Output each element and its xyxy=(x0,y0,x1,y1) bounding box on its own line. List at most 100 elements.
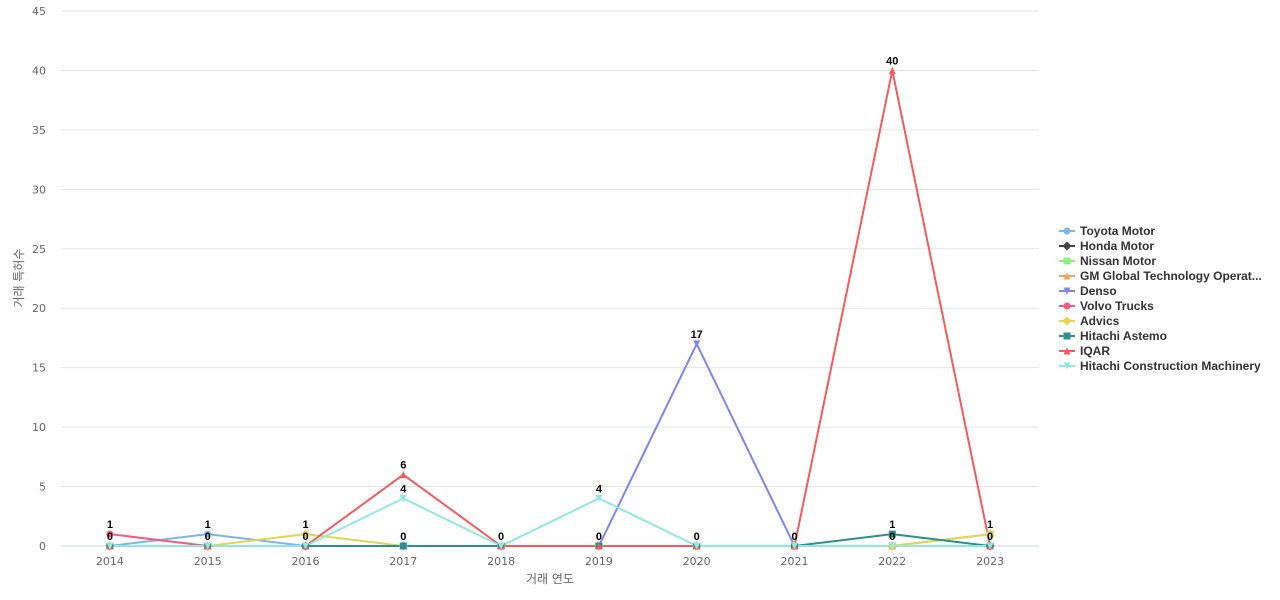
x-tick-label: 2016 xyxy=(292,555,320,568)
data-point xyxy=(791,542,798,550)
data-label: 0 xyxy=(400,531,406,543)
data-point xyxy=(106,530,114,538)
data-label: 1 xyxy=(107,519,113,531)
y-axis: 0 5 10 15 20 25 30 35 40 45 xyxy=(32,5,46,553)
legend-item[interactable]: Honda Motor xyxy=(1059,239,1154,253)
legend-label: Advics xyxy=(1080,314,1120,328)
series-line-4 xyxy=(108,342,992,547)
x-axis-title: 거래 연도 xyxy=(526,572,574,586)
data-label: 1 xyxy=(302,519,308,531)
x-tick-label: 2017 xyxy=(389,555,417,568)
legend-marker xyxy=(1063,302,1071,310)
legend-item[interactable]: GM Global Technology Operat... xyxy=(1059,269,1262,283)
data-label: 1 xyxy=(889,519,895,531)
legend-label: Toyota Motor xyxy=(1080,224,1155,238)
data-point xyxy=(204,542,212,550)
legend-label: IQAR xyxy=(1080,344,1110,358)
series-line-0 xyxy=(108,533,992,547)
data-point xyxy=(888,542,896,550)
legend-item[interactable]: Volvo Trucks xyxy=(1059,299,1154,313)
x-tick-label: 2015 xyxy=(194,555,222,568)
legend-marker xyxy=(1063,287,1071,295)
data-point xyxy=(399,471,407,479)
y-tick-label: 15 xyxy=(32,362,46,375)
legend-marker xyxy=(1062,241,1072,251)
series-line-5 xyxy=(108,533,992,547)
y-tick-label: 40 xyxy=(32,64,46,77)
legend-item[interactable]: Nissan Motor xyxy=(1059,254,1156,268)
legend-marker xyxy=(1063,272,1071,280)
y-tick-label: 25 xyxy=(32,243,46,256)
series-markers xyxy=(105,66,995,551)
data-point xyxy=(302,542,309,550)
legend-item[interactable]: Advics xyxy=(1059,314,1120,328)
y-tick-label: 0 xyxy=(39,540,46,553)
x-tick-label: 2019 xyxy=(585,555,613,568)
data-point xyxy=(106,542,114,550)
data-label: 0 xyxy=(205,531,211,543)
legend-item[interactable]: IQAR xyxy=(1059,344,1110,358)
legend-label: Honda Motor xyxy=(1080,239,1154,253)
legend-marker xyxy=(1063,347,1071,355)
data-label: 0 xyxy=(987,531,993,543)
data-point xyxy=(985,529,995,539)
legend-label: Volvo Trucks xyxy=(1080,299,1154,313)
legend-label: Nissan Motor xyxy=(1080,254,1156,268)
legend-label: GM Global Technology Operat... xyxy=(1080,269,1262,283)
data-point xyxy=(888,66,896,74)
series-line-2 xyxy=(108,533,992,547)
y-tick-label: 5 xyxy=(39,481,46,494)
y-tick-label: 10 xyxy=(32,421,46,434)
x-tick-label: 2023 xyxy=(976,555,1004,568)
y-tick-label: 45 xyxy=(32,5,46,18)
legend-marker xyxy=(1063,362,1071,370)
legend-marker xyxy=(1063,257,1071,265)
legend-item[interactable]: Denso xyxy=(1059,284,1117,298)
legend-label: Hitachi Construction Machinery xyxy=(1080,359,1261,373)
legend-item[interactable]: Hitachi Construction Machinery xyxy=(1059,359,1261,373)
data-label: 40 xyxy=(886,55,898,67)
data-point xyxy=(497,542,505,550)
x-tick-label: 2014 xyxy=(96,555,124,568)
data-point xyxy=(301,529,310,539)
y-axis-title: 거래 특허수 xyxy=(12,248,26,307)
x-tick-label: 2021 xyxy=(781,555,809,568)
legend-marker xyxy=(1063,332,1071,340)
data-label: 0 xyxy=(596,531,602,543)
data-point xyxy=(986,542,994,550)
data-label: 4 xyxy=(596,483,603,495)
data-label: 0 xyxy=(498,531,504,543)
data-label: 0 xyxy=(694,531,700,543)
data-label: 1 xyxy=(987,519,993,531)
data-label: 6 xyxy=(400,460,406,472)
data-point xyxy=(595,494,603,502)
data-point xyxy=(595,542,603,550)
y-tick-label: 35 xyxy=(32,124,46,137)
legend-item[interactable]: Toyota Motor xyxy=(1059,224,1155,238)
data-label: 4 xyxy=(400,483,407,495)
data-point xyxy=(399,542,407,550)
x-tick-label: 2022 xyxy=(878,555,906,568)
x-tick-label: 2020 xyxy=(683,555,711,568)
data-point xyxy=(888,530,896,538)
data-point xyxy=(693,542,701,550)
y-tick-label: 30 xyxy=(32,183,46,196)
data-label: 17 xyxy=(691,329,703,341)
series-lines xyxy=(108,69,992,547)
legend-label: Denso xyxy=(1080,284,1117,298)
x-tick-label: 2018 xyxy=(487,555,515,568)
legend-label: Hitachi Astemo xyxy=(1080,329,1167,343)
data-label: 0 xyxy=(791,531,797,543)
data-label: 0 xyxy=(889,531,895,543)
legend-item[interactable]: Hitachi Astemo xyxy=(1059,329,1167,343)
data-label: 0 xyxy=(107,531,113,543)
legend-marker xyxy=(1063,227,1071,235)
y-tick-label: 20 xyxy=(32,302,46,315)
series-line-9 xyxy=(108,497,992,547)
series-line-6 xyxy=(108,533,992,547)
data-point xyxy=(204,530,212,538)
data-label: 1 xyxy=(205,519,211,531)
